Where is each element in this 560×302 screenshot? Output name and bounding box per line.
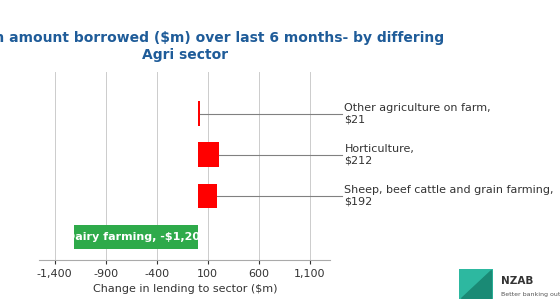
Polygon shape [461,270,491,297]
Text: Better banking outcomes: Better banking outcomes [501,292,560,297]
Text: Sheep, beef cattle and grain farming,
$192: Sheep, beef cattle and grain farming, $1… [344,185,554,207]
Text: Horticulture,
$212: Horticulture, $212 [344,144,414,165]
Title: Change in amount borrowed ($m) over last 6 months- by differing
Agri sector: Change in amount borrowed ($m) over last… [0,31,444,62]
Bar [198,184,217,208]
Text: Dairy farming, -$1,207: Dairy farming, -$1,207 [67,232,208,242]
Bar [198,101,200,126]
Text: Other agriculture on farm,
$21: Other agriculture on farm, $21 [344,103,491,124]
Bar [198,143,219,167]
X-axis label: Change in lending to sector ($m): Change in lending to sector ($m) [92,284,277,294]
Text: NZAB: NZAB [501,276,534,286]
Bar [74,225,198,249]
